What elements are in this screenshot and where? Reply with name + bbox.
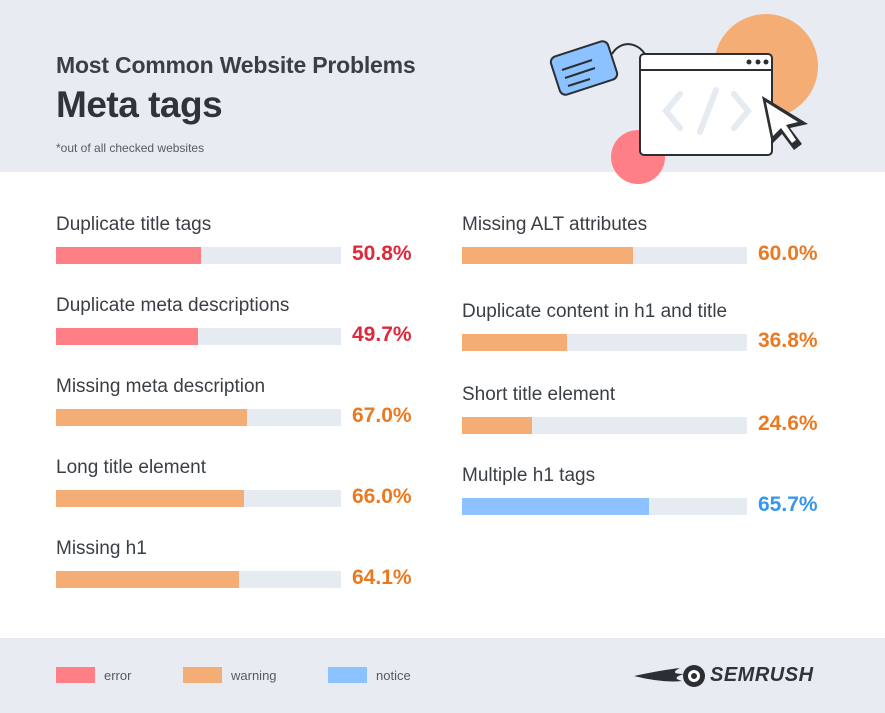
semrush-logo: SEMRUSH	[632, 662, 832, 690]
bar-value-label: 49.7%	[352, 323, 412, 346]
bar-fill-error	[56, 247, 201, 264]
bar-row: Duplicate content in h1 and title 36.8%	[462, 301, 832, 361]
bar-row: Missing meta description 67.0%	[56, 376, 426, 436]
bar-category-label: Short title element	[462, 384, 616, 405]
bar-fill-warning	[462, 417, 533, 434]
semrush-fireball-icon	[634, 665, 705, 687]
bar-row: Long title element 66.0%	[56, 457, 426, 517]
code-brackets-icon	[662, 87, 752, 135]
bar-fill-notice	[462, 498, 650, 515]
bar-row: Duplicate title tags 50.8%	[56, 214, 426, 274]
bar-row: Multiple h1 tags 65.7%	[462, 465, 832, 525]
bar-value-label: 24.6%	[758, 412, 818, 435]
mouse-cursor-icon	[762, 96, 808, 150]
bar-category-label: Duplicate meta descriptions	[56, 295, 290, 316]
footnote: *out of all checked websites	[56, 141, 205, 155]
bar-track	[56, 571, 341, 588]
bar-fill-warning	[56, 571, 239, 588]
bar-track	[56, 409, 341, 426]
bar-value-label: 50.8%	[352, 242, 412, 265]
bar-track	[56, 490, 341, 507]
bar-category-label: Duplicate title tags	[56, 214, 212, 235]
bar-category-label: Multiple h1 tags	[462, 465, 596, 486]
page-supertitle: Most Common Website Problems	[56, 52, 416, 78]
bar-track	[462, 247, 747, 264]
bar-track	[56, 247, 341, 264]
bar-category-label: Missing meta description	[56, 376, 266, 397]
bar-fill-error	[56, 328, 198, 345]
page-title: Meta tags	[56, 84, 223, 125]
bar-category-label: Missing h1	[56, 538, 147, 559]
header-illustration	[549, 14, 818, 184]
legend-label-warning: warning	[231, 668, 277, 683]
bar-value-label: 66.0%	[352, 485, 412, 508]
price-tag-icon	[549, 40, 649, 96]
bar-value-label: 67.0%	[352, 404, 412, 427]
bar-fill-warning	[462, 247, 633, 264]
footer-band: error warning notice SEMRUSH	[0, 638, 885, 713]
bar-category-label: Missing ALT attributes	[462, 214, 648, 235]
legend-label-error: error	[104, 668, 132, 683]
bar-track	[462, 334, 747, 351]
bar-fill-warning	[56, 490, 245, 507]
brand-wordmark: SEMRUSH	[710, 664, 814, 686]
browser-window-icon	[639, 53, 773, 156]
bar-track	[56, 328, 341, 345]
bar-category-label: Long title element	[56, 457, 206, 478]
legend-swatch-notice	[328, 667, 367, 683]
legend-label-notice: notice	[376, 668, 411, 683]
legend-swatch-error	[56, 667, 95, 683]
bar-value-label: 65.7%	[758, 493, 818, 516]
bar-row: Missing ALT attributes 60.0%	[462, 214, 832, 274]
bar-row: Missing h1 64.1%	[56, 538, 426, 598]
bar-value-label: 60.0%	[758, 242, 818, 265]
bar-track	[462, 498, 747, 515]
bar-fill-warning	[56, 409, 247, 426]
bar-row: Short title element 24.6%	[462, 384, 832, 444]
bar-row: Duplicate meta descriptions 49.7%	[56, 295, 426, 355]
bar-category-label: Duplicate content in h1 and title	[462, 301, 728, 322]
bar-fill-warning	[462, 334, 567, 351]
bar-track	[462, 417, 747, 434]
bar-value-label: 36.8%	[758, 329, 818, 352]
legend-swatch-warning	[183, 667, 222, 683]
bar-value-label: 64.1%	[352, 566, 412, 589]
